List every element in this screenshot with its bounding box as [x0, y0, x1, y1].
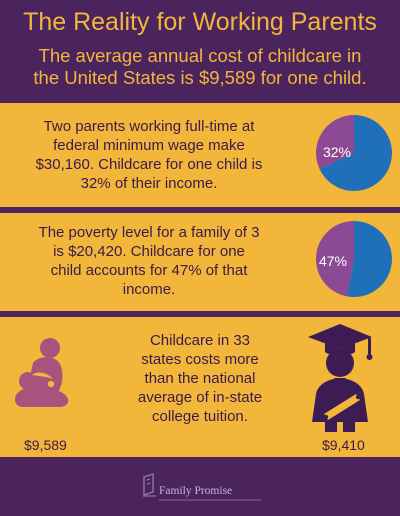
pie-slice-highlight [316, 115, 354, 170]
pie-data-label: 32% [323, 144, 351, 160]
stat-line: federal minimum wage make [53, 137, 245, 154]
stat-line: income. [122, 281, 176, 298]
stat-line: is $20,420. Childcare for one [53, 243, 245, 260]
comparison-line: states costs more [141, 351, 259, 368]
income-share-pie-chart: 32% [316, 115, 393, 191]
childcare-cost-amount: $9,589 [24, 437, 67, 453]
pie-slice-remainder [319, 115, 393, 191]
tuition-cost-amount: $9,410 [322, 437, 365, 453]
header-banner: The Reality for Working Parents The aver… [0, 0, 400, 103]
tuition-comparison-text: Childcare in 33 states costs more than t… [128, 331, 272, 426]
poverty-share-pie-chart: 47% [315, 221, 392, 297]
comparison-line: than the national [144, 370, 256, 387]
graduate-with-diploma-icon [308, 324, 373, 432]
subtitle-line-1: The average annual cost of childcare in [38, 45, 362, 66]
poverty-level-stat-text: The poverty level for a family of 3 is $… [4, 223, 294, 299]
subtitle-line-2: the United States is $9,589 for one chil… [33, 67, 367, 88]
stat-line: child accounts for 47% of that [50, 262, 248, 279]
pie-slice-highlight [315, 221, 354, 297]
family-promise-logo[interactable]: Family Promise [142, 471, 278, 509]
stat-line: The poverty level for a family of 3 [38, 224, 260, 241]
pie-slice-remainder [346, 221, 392, 297]
family-promise-logo-icon [143, 473, 156, 497]
subtitle: The average annual cost of childcare in … [0, 45, 400, 89]
tuition-comparison-panel: Childcare in 33 states costs more than t… [0, 317, 400, 457]
mother-nursing-child-icon [14, 338, 69, 407]
stat-line: $30,160. Childcare for one child is [35, 156, 263, 173]
comparison-line: average of in-state [137, 389, 263, 406]
logo-tagline-bar [159, 499, 261, 501]
stat-line: 32% of their income. [80, 175, 218, 192]
minimum-wage-stat-text: Two parents working full-time at federal… [4, 117, 294, 193]
page-title: The Reality for Working Parents [23, 8, 377, 36]
logo-name: Family Promise [159, 485, 233, 497]
footer-bar: Family Promise [0, 457, 400, 516]
pie-data-label: 47% [319, 253, 347, 269]
comparison-line: Childcare in 33 [149, 332, 251, 349]
stat-line: Two parents working full-time at [43, 118, 255, 135]
comparison-line: college tuition. [152, 408, 248, 425]
minimum-wage-stat-panel: Two parents working full-time at federal… [0, 103, 400, 207]
poverty-level-stat-panel: The poverty level for a family of 3 is $… [0, 213, 400, 311]
